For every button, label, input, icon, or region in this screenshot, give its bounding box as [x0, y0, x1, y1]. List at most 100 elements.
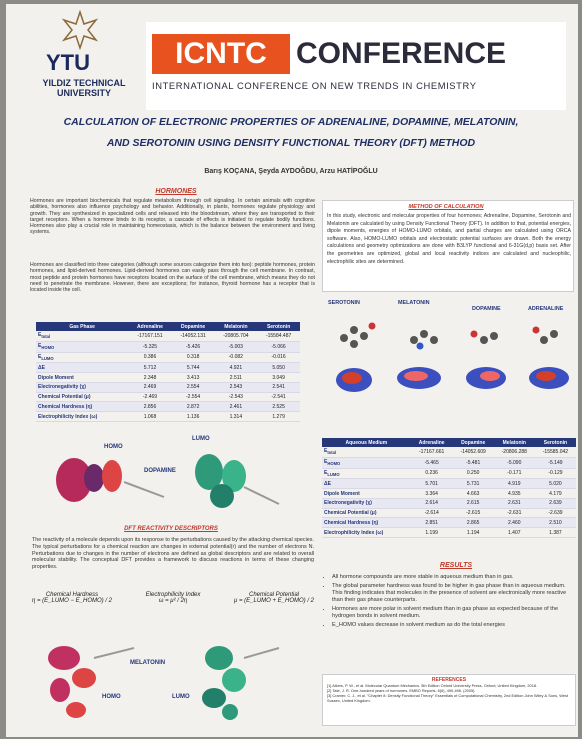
cell: 1.407 [493, 527, 535, 539]
row-label: Chemical Potential (μ) [322, 508, 411, 519]
row-label: Etotal [36, 331, 129, 342]
cell: 2.541 [257, 382, 300, 393]
table-row: Chemical Potential (μ) -2.469 -2.554 -2.543… [36, 392, 300, 403]
cell: 2.614 [410, 498, 453, 509]
table-row: EHOMO -5.465 -5.481 -5.090 -5.149 [322, 457, 576, 469]
cell: -14052.609 [452, 447, 494, 458]
hormones-heading: HORMONES [155, 188, 197, 195]
title: CALCULATION OF ELECTRONIC PROPERTIES OF … [63, 116, 519, 149]
row-label-sub: total [41, 334, 51, 340]
cell: -20806.288 [493, 447, 535, 458]
row-label: EHOMO [36, 341, 129, 353]
homo-label: HOMO [102, 694, 121, 700]
cell: 4.179 [534, 488, 576, 499]
cell: 2.639 [534, 498, 576, 509]
cell: 2.510 [534, 517, 576, 529]
hormones-paragraph: Hormones are classified into three categ… [30, 262, 315, 294]
table-row: Dipole Moment 2.348 3.413 2.511 3.049 [36, 372, 300, 383]
cell: 2.856 [128, 401, 172, 413]
lumo-label: LUMO [192, 436, 210, 442]
cell: -0.171 [493, 468, 535, 480]
row-label: ELUMO [322, 468, 411, 480]
formulas: Chemical Hardness η = (E_LUMO − E_HOMO) /… [32, 592, 314, 604]
row-label-sub: LUMO [41, 355, 54, 361]
cell: 3.413 [171, 372, 215, 383]
molecule-label: MELATONIN [130, 660, 166, 666]
homo-label: HOMO [104, 444, 123, 450]
university: YILDIZ TECHNICAL UNIVERSITY [42, 78, 126, 98]
row-label: EHOMO [322, 457, 411, 469]
reference: [3] Cramer, C. J., et al. "Chapter 8: De… [327, 693, 569, 703]
molecule-label: DOPAMINE [144, 468, 176, 474]
row-label: Electronegativity (χ) [36, 382, 129, 393]
row-label-text: Dipole Moment [324, 490, 360, 497]
row-label-text: Electrophilicity Index (ω) [324, 529, 384, 536]
row-label: Chemical Hardness (η) [322, 517, 411, 529]
row-label: Electrophilicity Index (ω) [36, 411, 129, 423]
method-text: In this study, electronic and molecular … [327, 213, 571, 265]
table-row: Electrophilicity Index (ω) 1.068 1.136 1.31… [36, 411, 300, 423]
header-cell: Melatonin [214, 322, 258, 331]
cell: 1.279 [257, 411, 300, 423]
cell: 4.663 [452, 488, 494, 499]
logo-text: YTU [46, 50, 90, 75]
method-heading: METHOD OF CALCULATION [408, 204, 484, 210]
cell: 4.921 [214, 362, 258, 374]
cell: -2.554 [171, 392, 215, 403]
cell: -0.129 [534, 468, 576, 480]
row-label-text: Chemical Hardness (η) [324, 519, 379, 526]
table-row: Chemical Hardness (η) 2.851 2.865 2.460 2.51… [322, 517, 576, 529]
row-label-text: Chemical Hardness (η) [38, 403, 93, 410]
cell: -5.481 [452, 457, 494, 469]
cell: -5.003 [214, 341, 258, 353]
row-label-sub: HOMO [327, 461, 341, 467]
poster: YTU YILDIZ TECHNICAL UNIVERSITY ICNTC CO… [6, 4, 578, 737]
formula-name: Chemical Hardness [45, 592, 99, 598]
table-row: Electronegativity (χ) 2.614 2.615 2.631 2.63… [322, 498, 576, 509]
table-row: Electrophilicity Index (ω) 1.199 1.194 1.40… [322, 527, 576, 539]
header-cell: Adrenaline [410, 438, 453, 447]
table-row: Etotal -17167.661 -14052.609 -20806.288 -155… [322, 447, 576, 458]
cell: -2.543 [214, 392, 258, 403]
references-list: [1] Atkins, P. W., et al. Molecular Quan… [327, 683, 571, 703]
header-cell: Serotonin [257, 322, 300, 331]
formula: μ = (E_LUMO + E_HOMO) / 2 [234, 598, 314, 604]
table-row: ΔE 5.701 5.731 4.919 5.020 [322, 478, 576, 490]
header-cell: Melatonin [493, 438, 535, 447]
cell: 3.049 [257, 372, 300, 383]
molecule-label: MELATONIN [398, 300, 430, 306]
row-label-text: Electronegativity (χ) [324, 500, 372, 507]
logo-star [61, 10, 99, 50]
row-label-text: ΔE [38, 364, 45, 371]
cell: -2.614 [410, 508, 453, 519]
cell: 1.068 [128, 411, 172, 423]
row-label-text: ΔE [324, 480, 331, 487]
cell: -2.469 [128, 392, 172, 403]
cell: -15585.042 [534, 447, 576, 458]
method-box [322, 200, 574, 292]
cell: 0.386 [128, 352, 172, 364]
table-row: Dipole Moment 3.364 4.663 4.935 4.179 [322, 488, 576, 499]
row-label-text: E [324, 469, 328, 476]
cell: -5.426 [171, 341, 215, 353]
result-item: E_HOMO values decrease in solvent medium… [332, 622, 576, 629]
row-label-text: Dipole Moment [38, 374, 74, 381]
row-label: Dipole Moment [322, 488, 411, 499]
row-label: Electrophilicity Index (ω) [322, 527, 411, 539]
header-cell: Gas Phase [36, 322, 129, 331]
result-item: All hormone compounds are more stable in… [332, 574, 576, 581]
table: Gas Phase Adrenaline Dopamine Melatonin Sero… [36, 322, 300, 423]
table-row: ELUMO 0.386 0.318 -0.082 -0.016 [36, 352, 300, 364]
cell: 5.050 [257, 362, 300, 374]
row-label: Dipole Moment [36, 372, 129, 383]
row-label-text: Chemical Potential (μ) [38, 394, 91, 401]
header-cell: Serotonin [534, 438, 576, 447]
cell: -5.465 [410, 457, 453, 469]
row-label: ELUMO [36, 352, 129, 364]
formula-block: Chemical Potential μ = (E_LUMO + E_HOMO) … [234, 592, 314, 604]
row-label: Etotal [322, 447, 411, 458]
cell: -5.090 [493, 457, 535, 469]
cell: 5.701 [410, 478, 453, 490]
cell: 0.236 [410, 468, 453, 480]
header-cell: Adrenaline [128, 322, 172, 331]
